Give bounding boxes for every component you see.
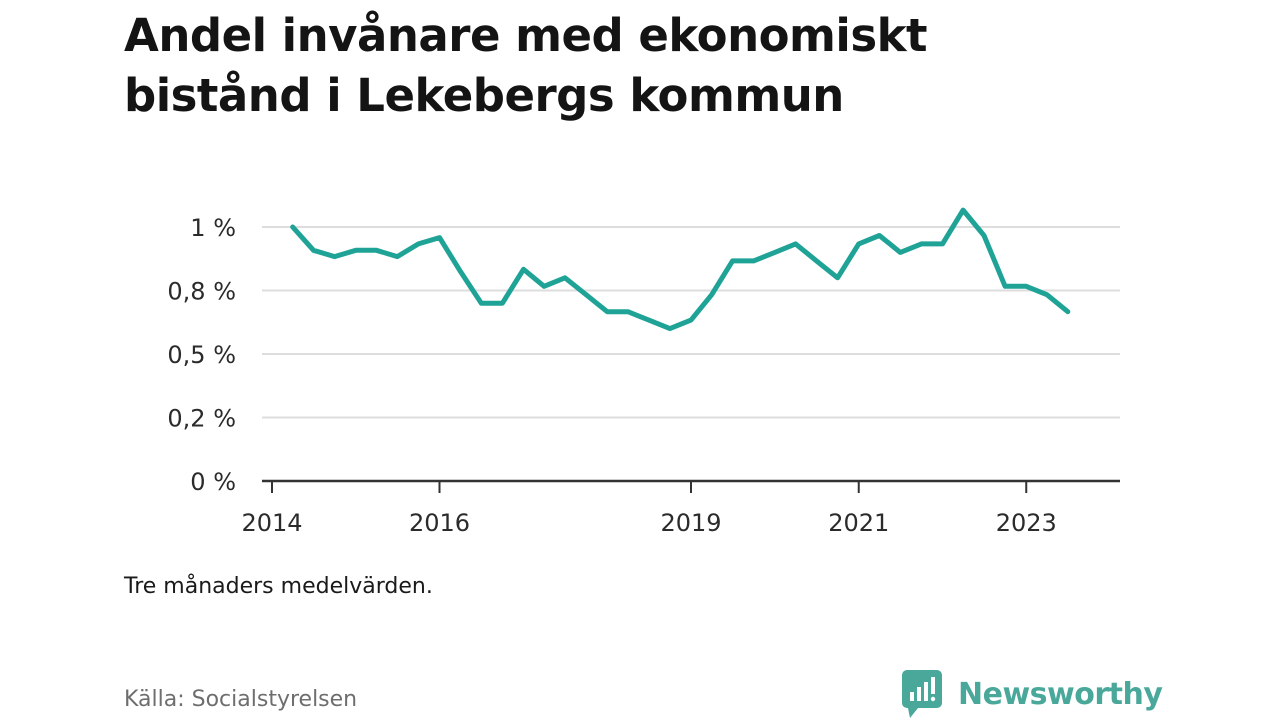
chart-note: Tre månaders medelvärden. — [124, 574, 433, 599]
brand-name: Newsworthy — [958, 676, 1163, 712]
y-tick-label: 0,2 % — [167, 405, 236, 433]
source-credit: Källa: Socialstyrelsen — [124, 687, 358, 712]
x-tick-label: 2014 — [241, 509, 302, 537]
chart-title: Andel invånare med ekonomiskt bistånd i … — [124, 9, 928, 122]
bar-chart-speech-bubble-icon — [902, 670, 942, 718]
data-series — [290, 207, 1071, 332]
y-tick-label: 0 % — [190, 468, 236, 496]
x-tick-label: 2019 — [660, 509, 721, 537]
y-axis-ticks: 0 % 0,2 % 0,5 % 0,8 % 1 % — [167, 214, 236, 496]
y-tick-label: 0,8 % — [167, 278, 236, 306]
x-axis: 2014 2016 2019 2021 2023 — [241, 479, 1120, 537]
x-tick-label: 2016 — [409, 509, 470, 537]
x-tick-label: 2023 — [996, 509, 1057, 537]
brand-logo: Newsworthy — [902, 670, 1163, 718]
series-line — [290, 207, 1071, 332]
x-tick-label: 2021 — [828, 509, 889, 537]
y-tick-label: 0,5 % — [167, 341, 236, 369]
y-tick-label: 1 % — [190, 214, 236, 242]
